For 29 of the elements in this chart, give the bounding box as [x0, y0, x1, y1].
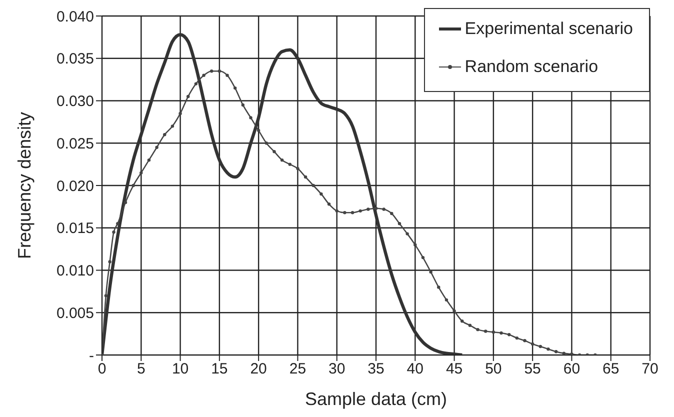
x-tick-label: 70	[642, 360, 658, 378]
legend-label: Experimental scenario	[464, 19, 633, 39]
line-series	[102, 33, 464, 355]
x-tick-label: 60	[563, 360, 580, 378]
x-tick-label: 25	[289, 360, 306, 378]
x-tick-label: 10	[172, 360, 189, 378]
y-tick-label: 0.005	[56, 304, 94, 322]
x-axis-title: Sample data (cm)	[304, 389, 448, 409]
x-tick-label: 20	[250, 360, 267, 378]
x-tick-label: 50	[485, 360, 502, 378]
x-tick-label: 30	[328, 360, 346, 378]
x-tick-label: 15	[211, 360, 228, 378]
y-tick-label: 0.035	[56, 50, 94, 68]
y-axis-title: Frequency density	[14, 112, 34, 260]
x-tick-label: 40	[406, 360, 424, 378]
y-tick-label: 0.030	[56, 93, 94, 110]
y-tick-label: -	[89, 347, 94, 364]
y-tick-label: 0.040	[56, 8, 94, 26]
legend-label: Random scenario	[464, 57, 598, 77]
y-tick-label: 0.015	[56, 220, 94, 238]
y-tick-label: 0.020	[56, 178, 94, 195]
x-tick-label: 35	[368, 360, 384, 378]
x-tick-label: 45	[446, 360, 463, 378]
y-tick-label: 0.025	[56, 135, 94, 152]
x-tick-label: 0	[98, 360, 106, 378]
y-tick-label: 0.010	[56, 262, 94, 280]
x-tick-label: 55	[524, 360, 541, 378]
x-tick-label: 65	[602, 360, 620, 378]
x-tick-label: 5	[136, 360, 146, 378]
